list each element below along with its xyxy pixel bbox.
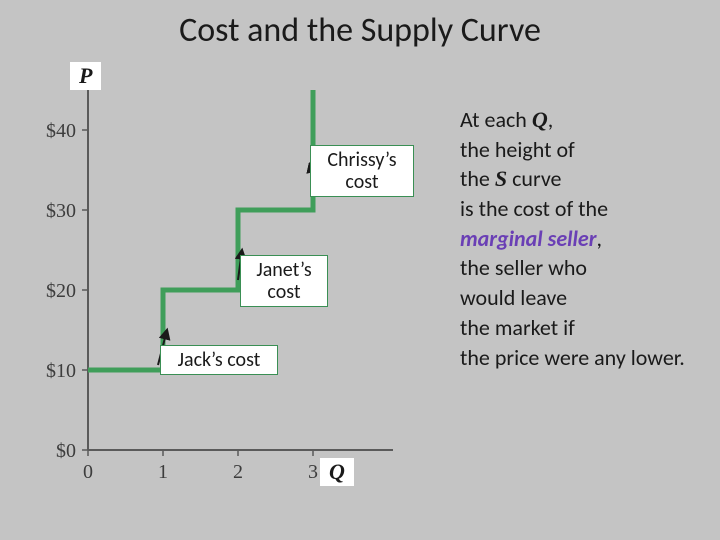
svg-text:0: 0 <box>83 461 93 483</box>
body-l4: is the cost of the <box>460 195 608 222</box>
slide-title: Cost and the Supply Curve <box>0 10 720 51</box>
body-t1: At each <box>460 106 532 133</box>
svg-text:$40: $40 <box>46 120 76 142</box>
axis-label-p: P <box>70 62 101 90</box>
body-q: Q <box>532 107 548 132</box>
explanation-text: At each Q, the height of the S curve is … <box>460 105 700 372</box>
body-t2: , <box>548 106 554 133</box>
callout-jack-line: Jack’s cost <box>178 348 261 372</box>
svg-text:2: 2 <box>233 461 243 483</box>
body-l5: marginal seller <box>460 225 596 252</box>
svg-text:3: 3 <box>308 461 318 483</box>
body-l7: would leave <box>460 284 567 311</box>
body-l2: the height of <box>460 136 575 163</box>
svg-text:1: 1 <box>158 461 168 483</box>
svg-text:$30: $30 <box>46 200 76 222</box>
svg-text:$10: $10 <box>46 360 76 382</box>
svg-text:$20: $20 <box>46 280 76 302</box>
axis-label-q: Q <box>320 458 354 486</box>
callout-chrissy: Chrissy’s cost <box>310 145 414 197</box>
callout-janet-line: Janet’s cost <box>256 258 311 304</box>
callout-janet: Janet’s cost <box>240 255 328 307</box>
body-l5b: , <box>596 225 602 252</box>
body-l3b: curve <box>507 165 561 192</box>
callout-chrissy-line1: Chrissy’s cost <box>327 148 396 194</box>
supply-chart: P $0$10$20$30$400123 Q Chrissy’s cost Ja… <box>30 90 400 500</box>
body-s: S <box>495 166 507 191</box>
body-l6: the seller who <box>460 254 587 281</box>
body-l3a: the <box>460 165 495 192</box>
svg-text:$0: $0 <box>56 440 76 462</box>
body-l8: the market if <box>460 314 575 341</box>
callout-jack: Jack’s cost <box>160 345 278 375</box>
body-l9: the price were any lower. <box>460 344 685 371</box>
